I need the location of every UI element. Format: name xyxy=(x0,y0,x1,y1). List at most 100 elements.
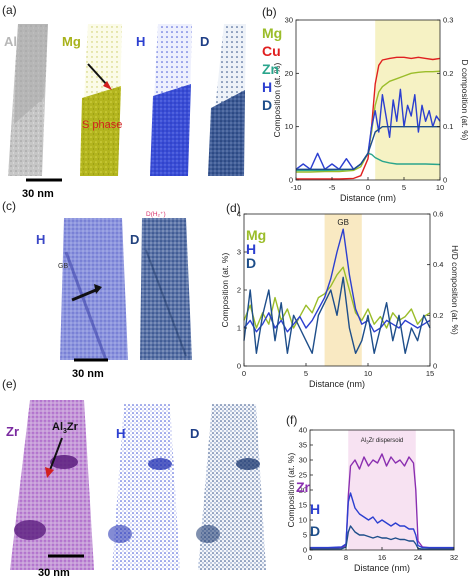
al-label: Al xyxy=(4,34,17,49)
mg-atom-map xyxy=(80,24,122,176)
y2-tick-label: 0.2 xyxy=(443,69,453,78)
legend-zr: Zr xyxy=(296,479,311,495)
y-tick-label: 2 xyxy=(237,286,241,295)
al3zr-label-e: Al3Zr xyxy=(52,421,79,435)
legend-d: D xyxy=(310,523,320,539)
shade-label: GB xyxy=(337,218,349,227)
h-atom-map-c xyxy=(60,218,128,361)
y2-tick-label: 0.4 xyxy=(433,260,443,269)
h-label-e: H xyxy=(116,426,125,441)
y2-axis-label: D composition (at. %) xyxy=(460,59,470,140)
legend-mg: Mg xyxy=(246,227,266,243)
h-label-c: H xyxy=(36,232,45,247)
chart-f: (f) 0 8 16 24 32 0 5 10 15 20 25 30 35 40 Distance (nm)… xyxy=(286,413,458,573)
series-line-h xyxy=(295,88,441,171)
d-label-c: D xyxy=(130,232,139,247)
legend-d: D xyxy=(262,97,272,113)
y-tick-label: 0 xyxy=(237,362,241,371)
y-tick-label: 5 xyxy=(303,531,307,540)
shade-label: Al3Zr dispersoid xyxy=(361,438,404,445)
mg-label: Mg xyxy=(62,34,81,49)
h-label-a: H xyxy=(136,34,145,49)
x-axis-label: Distance (nm) xyxy=(354,563,410,573)
series-line-h xyxy=(310,492,454,549)
y-tick-label: 30 xyxy=(285,16,293,25)
x-tick-label: 5 xyxy=(402,183,406,192)
panel-e-letter: (e) xyxy=(2,377,17,391)
x-axis-label: Distance (nm) xyxy=(340,193,396,203)
legend-d: D xyxy=(246,255,256,271)
y-tick-label: 4 xyxy=(237,210,241,219)
gb-arrowhead xyxy=(94,284,102,294)
y2-tick-label: 0 xyxy=(433,362,437,371)
chart-d-letter: (d) xyxy=(226,201,241,215)
x-tick-label: -10 xyxy=(291,183,302,192)
y2-tick-label: 0.6 xyxy=(433,210,443,219)
x-tick-label: 15 xyxy=(426,369,434,378)
x-tick-label: 32 xyxy=(450,553,458,562)
series-line-d xyxy=(310,525,454,550)
series-line-h xyxy=(243,228,431,333)
x-tick-label: 10 xyxy=(364,369,372,378)
x-tick-label: 10 xyxy=(436,183,444,192)
s-phase-arrowhead xyxy=(103,81,112,90)
y-tick-label: 10 xyxy=(299,516,307,525)
x-axis-label: Distance (nm) xyxy=(309,379,365,389)
y-axis-label: Composition (at. %) xyxy=(220,253,230,328)
x-tick-label: 0 xyxy=(242,369,246,378)
s-phase-arrow xyxy=(87,63,109,87)
x-tick-label: -5 xyxy=(329,183,336,192)
y2-axis-label: H/D composition (at. %) xyxy=(450,245,460,335)
scale-bar-e-label: 30 nm xyxy=(38,567,70,579)
y2-tick-label: 0.3 xyxy=(443,16,453,25)
y-tick-label: 20 xyxy=(285,69,293,78)
y-tick-label: 35 xyxy=(299,441,307,450)
y-tick-label: 20 xyxy=(299,486,307,495)
y-axis-label: Composition (at. %) xyxy=(286,453,296,528)
x-tick-label: 0 xyxy=(308,553,312,562)
series-line-cu xyxy=(296,56,441,180)
d-atom-map-e xyxy=(196,404,266,570)
gb-label-c: GB xyxy=(58,263,68,270)
panel-c: (c) H GB D D(H₂⁺) 30 nm xyxy=(2,199,192,380)
panel-c-letter: (c) xyxy=(2,199,16,213)
panel-a-letter: (a) xyxy=(2,3,17,17)
x-tick-label: 16 xyxy=(378,553,386,562)
al-atom-map xyxy=(8,24,48,176)
series-line-d xyxy=(243,276,431,354)
h-atom-map-a xyxy=(150,24,192,176)
x-tick-label: 24 xyxy=(414,553,422,562)
scale-bar-c-label: 30 nm xyxy=(72,368,104,380)
series-line-mg xyxy=(296,70,441,173)
chart-f-letter: (f) xyxy=(286,413,297,427)
y2-tick-label: 0.1 xyxy=(443,122,453,131)
scale-bar-a-label: 30 nm xyxy=(22,188,54,200)
y-axis-label: Composition (at. %) xyxy=(272,63,282,138)
y2-tick-label: 0.2 xyxy=(433,311,443,320)
y-tick-label: 3 xyxy=(237,248,241,257)
d-atom-map-a xyxy=(208,24,246,176)
gb-arrow xyxy=(71,288,97,302)
h-atom-map-e xyxy=(108,404,180,570)
shaded-region xyxy=(348,430,416,550)
d-label-e: D xyxy=(190,426,199,441)
d-label-a: D xyxy=(200,34,209,49)
y-tick-label: 25 xyxy=(299,471,307,480)
series-line-mg xyxy=(243,266,431,329)
panel-e: (e) Zr Al3Zr H D 30 nm xyxy=(2,377,266,579)
zr-atom-map xyxy=(10,400,94,570)
y-tick-label: 30 xyxy=(299,456,307,465)
legend-h: H xyxy=(262,79,272,95)
legend-h: H xyxy=(246,241,256,257)
al3zr-arrow xyxy=(49,437,63,471)
legend-zn: Zn xyxy=(262,61,279,77)
chart-b-letter: (b) xyxy=(262,5,277,19)
series-line-zr xyxy=(310,453,454,550)
al3zr-arrowhead xyxy=(45,467,54,478)
legend-mg: Mg xyxy=(262,25,282,41)
d-atom-map-c xyxy=(140,218,192,360)
y-tick-label: 10 xyxy=(285,122,293,131)
y-tick-label: 1 xyxy=(237,324,241,333)
